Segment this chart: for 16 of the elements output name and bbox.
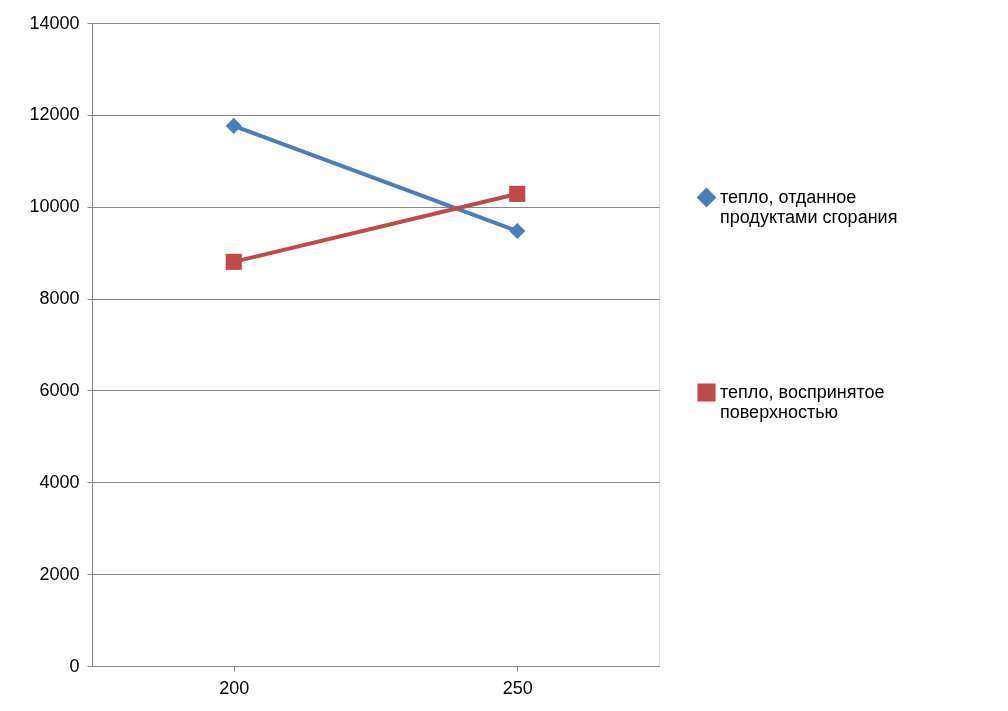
point bbox=[509, 222, 526, 240]
y-tick-label: 0 bbox=[69, 655, 80, 676]
y-tick-label: 12000 bbox=[29, 104, 80, 125]
y-tick-label: 2000 bbox=[39, 563, 80, 584]
legend-label: тепло, воспринятое поверхностью bbox=[720, 381, 885, 422]
y-tick-label: 6000 bbox=[39, 379, 80, 400]
x-tick-label: 250 bbox=[502, 677, 533, 698]
y-tick-label: 14000 bbox=[29, 12, 80, 33]
point bbox=[509, 185, 526, 202]
x-tick-label: 200 bbox=[219, 677, 250, 698]
y-tick-label: 10000 bbox=[29, 196, 80, 217]
point bbox=[225, 253, 242, 270]
point bbox=[225, 117, 242, 134]
legend-label: тепло, отданное продуктами сгорания bbox=[720, 186, 898, 227]
y-tick-label: 4000 bbox=[39, 471, 80, 492]
y-tick-label: 8000 bbox=[39, 288, 80, 309]
